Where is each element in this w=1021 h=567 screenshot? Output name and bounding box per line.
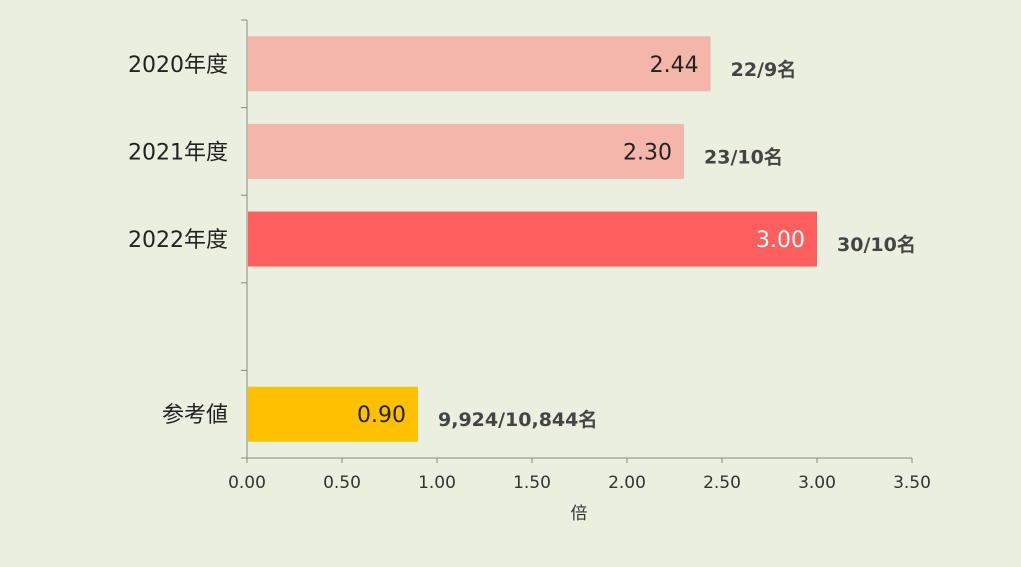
- x-tick-label: 3.00: [798, 473, 836, 493]
- x-tick-label: 2.00: [608, 473, 646, 493]
- bar: [248, 211, 817, 267]
- bar: [248, 36, 711, 92]
- category-label: 2021年度: [128, 140, 228, 165]
- x-tick-label: 0.50: [323, 473, 361, 493]
- value-label: 0.90: [357, 403, 406, 428]
- bar: [248, 123, 684, 179]
- x-tick-label: 0.00: [228, 473, 266, 493]
- x-tick-label: 1.50: [513, 473, 551, 493]
- bars-group: [248, 36, 817, 442]
- category-label: 参考値: [162, 403, 228, 428]
- annotation-label: 9,924/10,844名: [438, 408, 597, 431]
- category-label: 2022年度: [128, 228, 228, 253]
- value-label: 2.44: [650, 53, 699, 78]
- x-tick-label: 3.50: [893, 473, 931, 493]
- bar: [248, 386, 418, 442]
- annotation-label: 30/10名: [837, 233, 916, 256]
- labels-group: 2020年度 2.44 22/9名 2021年度 2.30 23/10名 2022年度 3.0…: [128, 53, 916, 431]
- axes: 0.00 0.50 1.00 1.50 2.00 2.50 3.00 3.50: [228, 19, 931, 493]
- value-label: 2.30: [623, 140, 672, 165]
- x-tick-label: 1.00: [418, 473, 456, 493]
- x-axis-title: 倍: [571, 504, 588, 524]
- x-tick-label: 2.50: [703, 473, 741, 493]
- annotation-label: 23/10名: [704, 145, 783, 168]
- value-label: 3.00: [756, 228, 805, 253]
- annotation-label: 22/9名: [731, 58, 797, 81]
- category-label: 2020年度: [128, 53, 228, 78]
